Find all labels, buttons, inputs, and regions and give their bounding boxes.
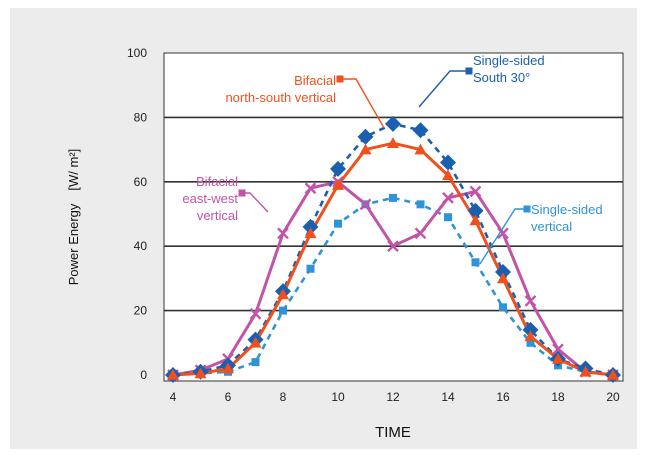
series-annotation: Bifacial north-south vertical bbox=[225, 73, 336, 105]
data-point bbox=[526, 338, 535, 347]
x-axis-title: TIME bbox=[375, 424, 411, 441]
series-annotation-line: South 30° bbox=[473, 70, 530, 85]
series-annotation: Bifacial east-west vertical bbox=[182, 174, 238, 223]
data-point bbox=[469, 185, 482, 198]
data-point bbox=[416, 200, 425, 209]
data-point bbox=[607, 369, 619, 380]
series-annotation: Single-sided South 30° bbox=[473, 53, 545, 85]
data-point bbox=[249, 336, 262, 348]
data-point bbox=[334, 219, 342, 228]
data-point bbox=[499, 303, 507, 312]
y-tick-label: 80 bbox=[134, 110, 148, 124]
annotation-leader bbox=[418, 70, 469, 108]
data-point bbox=[495, 263, 511, 280]
data-point bbox=[522, 321, 539, 338]
data-point bbox=[552, 352, 564, 364]
data-point bbox=[387, 137, 399, 148]
y-tick-label: 60 bbox=[134, 175, 148, 189]
data-point bbox=[385, 115, 401, 132]
series-annotation-line: east-west bbox=[182, 191, 238, 206]
y-tick-label: 100 bbox=[127, 46, 147, 60]
data-point bbox=[497, 227, 509, 240]
data-point bbox=[279, 306, 287, 315]
data-point bbox=[222, 362, 234, 374]
y-tick-label: 20 bbox=[134, 304, 148, 318]
series-annotation-line: vertical bbox=[531, 219, 572, 234]
data-point bbox=[471, 258, 480, 267]
annotation-marker bbox=[465, 67, 473, 75]
data-point bbox=[442, 169, 454, 181]
data-point bbox=[277, 288, 289, 300]
data-point bbox=[194, 367, 207, 379]
data-point bbox=[277, 227, 289, 240]
x-tick-label: 16 bbox=[496, 390, 510, 404]
x-tick-label: 4 bbox=[170, 390, 177, 404]
x-tick-label: 14 bbox=[441, 390, 455, 404]
data-point bbox=[524, 295, 537, 307]
data-point bbox=[440, 154, 456, 171]
data-point bbox=[579, 365, 592, 377]
data-point bbox=[524, 330, 537, 342]
data-point bbox=[467, 202, 484, 219]
annotation-leader bbox=[340, 78, 385, 129]
data-point bbox=[167, 369, 179, 380]
series-annotation-line: Single-sided bbox=[531, 202, 603, 217]
data-point bbox=[249, 307, 262, 320]
annotation-marker bbox=[523, 205, 531, 213]
data-point bbox=[387, 240, 399, 253]
x-tick-label: 12 bbox=[386, 390, 400, 404]
data-point bbox=[442, 192, 454, 204]
x-tick-label: 8 bbox=[280, 390, 287, 404]
y-tick-label: 0 bbox=[140, 368, 147, 382]
annotation-leader bbox=[479, 208, 527, 265]
data-point bbox=[357, 128, 374, 145]
annotation-marker bbox=[238, 189, 246, 197]
data-point bbox=[359, 143, 372, 155]
x-tick-label: 18 bbox=[551, 390, 565, 404]
data-point bbox=[251, 358, 260, 367]
data-point bbox=[304, 182, 317, 195]
series-annotation-line: Bifacial bbox=[196, 174, 238, 189]
series-annotation-line: north-south vertical bbox=[225, 90, 336, 105]
series-annotation-line: Bifacial bbox=[294, 73, 336, 88]
power-energy-chart: 0 20 40 60 80 100 4 6 8 10 12 14 16 18 20 TIME Power … bbox=[66, 46, 624, 441]
data-point bbox=[469, 214, 482, 226]
x-tick-label: 10 bbox=[331, 390, 345, 404]
series-line bbox=[172, 196, 614, 377]
y-axis-title: Power Energy [W/ m²] bbox=[66, 149, 81, 286]
data-point bbox=[304, 227, 317, 239]
data-point bbox=[330, 160, 346, 177]
data-point bbox=[359, 198, 372, 211]
data-point bbox=[389, 193, 397, 202]
series-annotation-line: vertical bbox=[197, 208, 238, 223]
series-annotation: Single-sided vertical bbox=[531, 202, 603, 234]
data-point bbox=[332, 179, 344, 190]
x-tick-label: 6 bbox=[225, 390, 232, 404]
data-point bbox=[412, 122, 429, 139]
data-point bbox=[497, 272, 509, 284]
x-tick-label: 20 bbox=[606, 390, 620, 404]
data-point bbox=[414, 143, 427, 155]
data-point bbox=[444, 213, 452, 222]
data-point bbox=[414, 227, 427, 240]
data-point bbox=[552, 343, 564, 356]
chart-panel: 0 20 40 60 80 100 4 6 8 10 12 14 16 18 20 TIME Power … bbox=[10, 8, 637, 449]
data-point bbox=[302, 218, 319, 235]
annotation-marker bbox=[336, 75, 344, 83]
data-point bbox=[306, 264, 315, 273]
series-annotation-line: Single-sided bbox=[473, 53, 545, 68]
y-tick-label: 40 bbox=[134, 239, 148, 253]
